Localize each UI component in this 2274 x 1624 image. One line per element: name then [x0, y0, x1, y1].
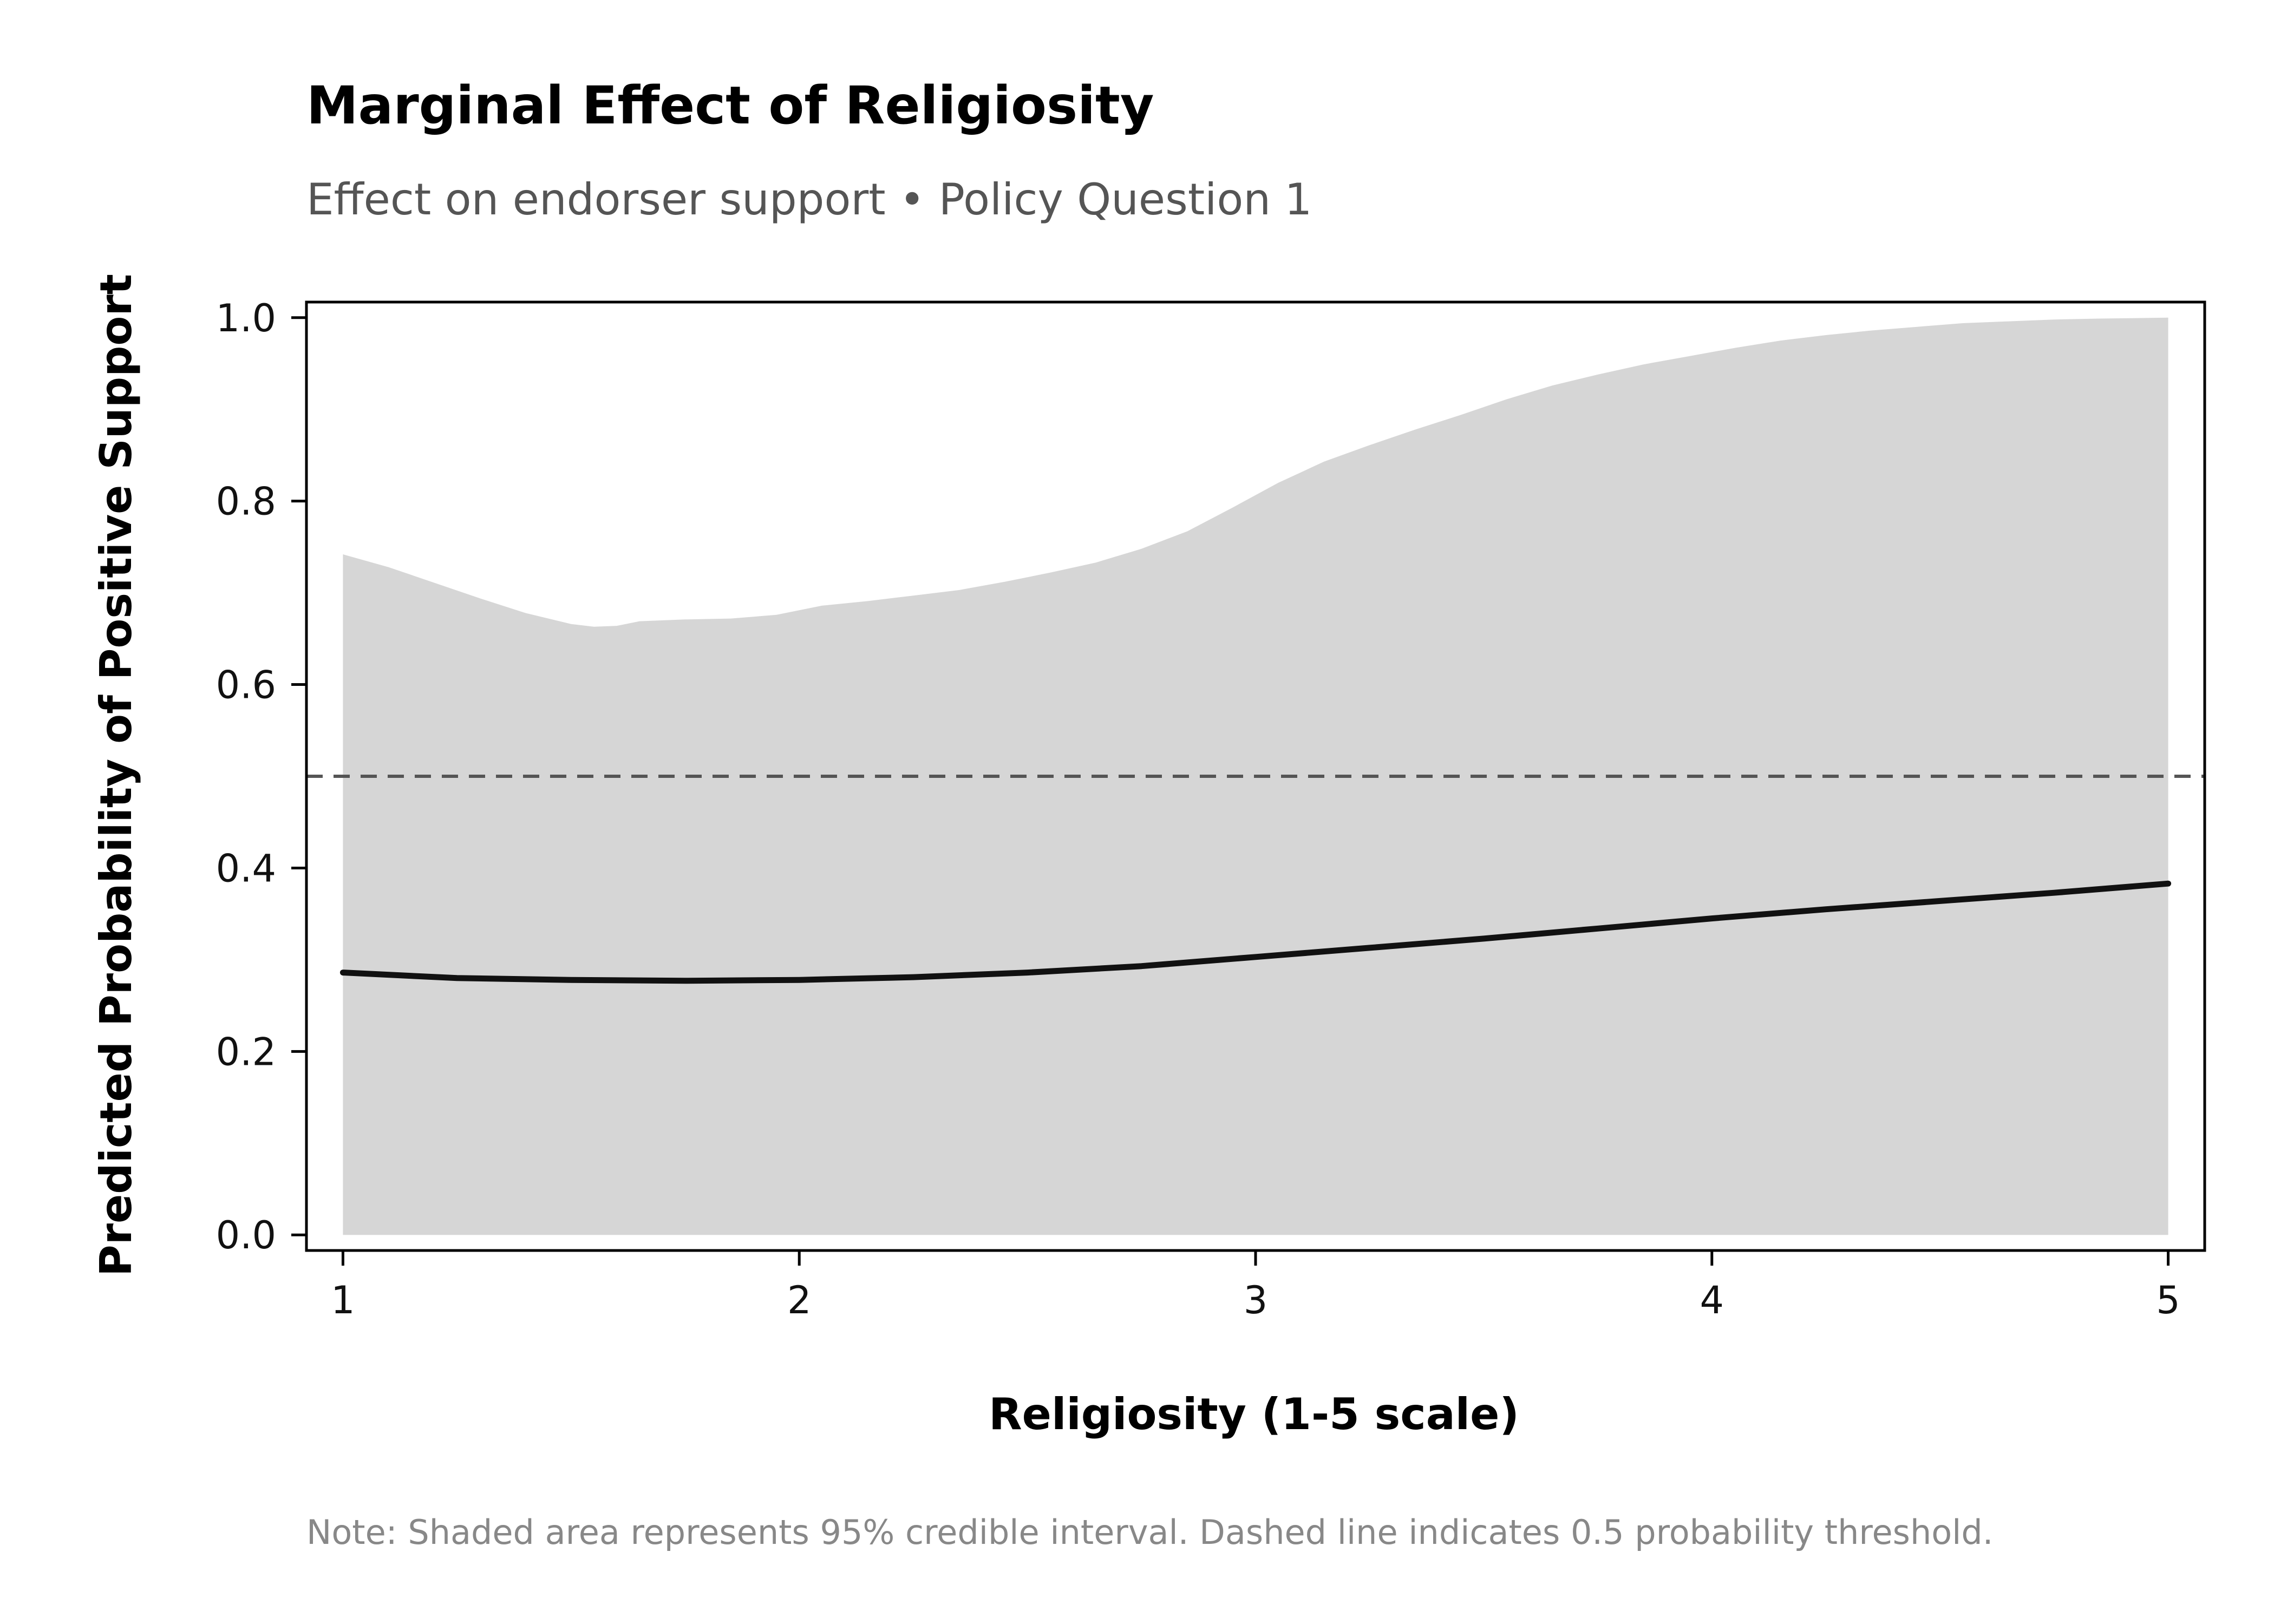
x-tick-label: 2 — [787, 1278, 812, 1322]
plot-area — [306, 317, 2205, 1235]
x-tick-label: 3 — [1244, 1278, 1268, 1322]
x-tick-label: 4 — [1700, 1278, 1724, 1322]
chart-note: Note: Shaded area represents 95% credibl… — [306, 1512, 1993, 1552]
x-tick-label: 1 — [331, 1278, 355, 1322]
chart-title: Marginal Effect of Religiosity — [306, 75, 1154, 136]
chart-subtitle: Effect on endorser support • Policy Ques… — [306, 174, 1312, 225]
y-axis: 0.0 0.2 0.4 0.6 0.8 1.0 — [216, 296, 306, 1258]
y-tick-label: 0.8 — [216, 480, 276, 524]
y-tick-label: 0.6 — [216, 663, 276, 708]
y-tick-label: 0.2 — [216, 1030, 276, 1074]
x-tick-label: 5 — [2156, 1278, 2180, 1322]
x-axis-title: Religiosity (1-5 scale) — [989, 1389, 1519, 1439]
series-line — [339, 880, 2172, 984]
y-tick-label: 0.4 — [216, 846, 276, 890]
x-axis: 1 2 3 4 5 — [331, 1250, 2180, 1322]
y-tick-label: 1.0 — [216, 296, 276, 340]
y-tick-label: 0.0 — [216, 1213, 276, 1258]
y-axis-title: Predicted Probability of Positive Suppor… — [91, 274, 141, 1276]
